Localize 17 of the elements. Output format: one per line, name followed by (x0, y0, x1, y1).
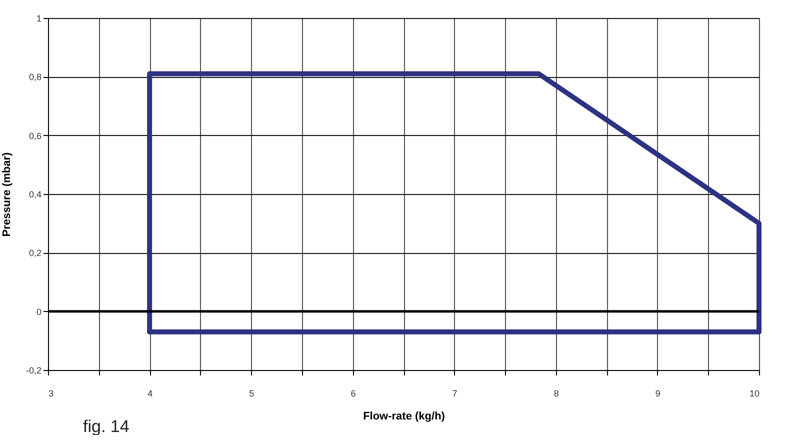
y-tick-label: 0,2 (28, 248, 42, 258)
x-tick-label: 3 (48, 388, 54, 398)
y-tick-label: 0,8 (28, 72, 42, 82)
x-tick-label: 6 (350, 388, 356, 398)
y-axis-title: Pressure (mbar) (0, 152, 13, 237)
x-tick-label: 9 (655, 388, 660, 398)
x-tick-label: 8 (554, 388, 559, 398)
x-tick-label: 10 (749, 388, 760, 398)
y-tick-label: 0,4 (28, 190, 42, 200)
y-tick-label: 0 (36, 306, 42, 317)
y-tick-label: 1 (36, 14, 42, 24)
y-tick-label: 0,6 (28, 130, 42, 141)
x-tick-label: 7 (452, 388, 458, 398)
y-tick-label: -0,2 (26, 366, 42, 376)
x-tick-label: 5 (249, 388, 254, 398)
x-axis-title: Flow-rate (kg/h) (363, 410, 446, 422)
x-tick-label: 4 (148, 388, 153, 398)
